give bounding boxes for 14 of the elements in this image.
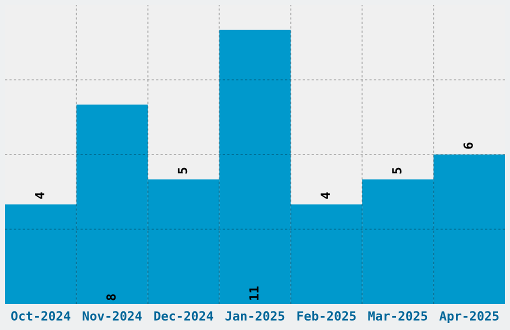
- data-label: 5: [392, 168, 402, 174]
- data-label: 8: [106, 294, 116, 300]
- data-label: 5: [178, 168, 188, 174]
- data-label: 4: [320, 192, 330, 199]
- x-tick-label: Dec-2024: [154, 311, 214, 321]
- x-tick-label: Jan-2025: [226, 311, 284, 321]
- data-label: 6: [463, 142, 473, 149]
- x-tick-label: Feb-2025: [297, 310, 356, 321]
- x-tick-label: Oct-2024: [11, 311, 70, 321]
- x-tick-label: Nov-2024: [82, 311, 142, 321]
- x-tick-label: Mar-2025: [368, 311, 428, 321]
- data-label: 4: [35, 192, 44, 199]
- x-tick-label: Apr-2025: [439, 311, 499, 324]
- data-label: 11: [249, 286, 258, 300]
